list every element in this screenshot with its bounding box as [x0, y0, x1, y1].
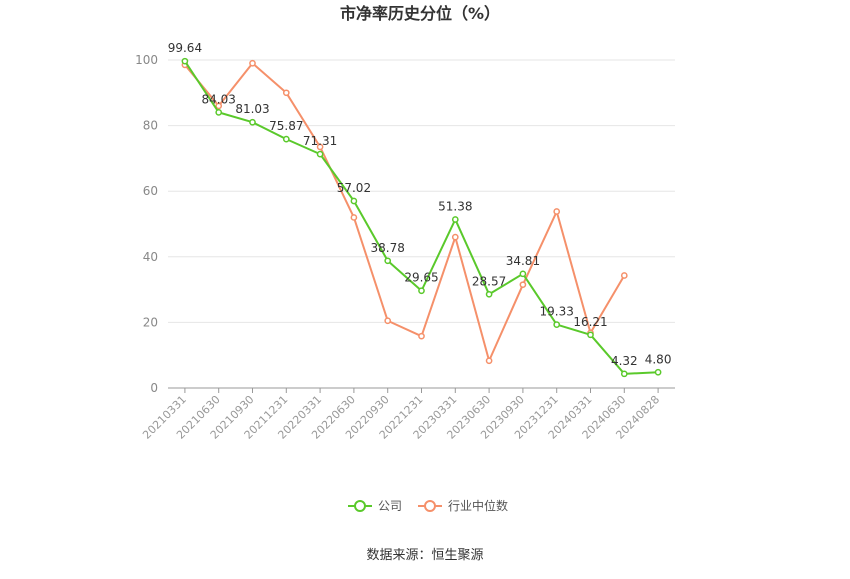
- y-tick-label: 100: [135, 53, 158, 67]
- data-point: [384, 317, 392, 325]
- legend-item-company: 公司: [348, 499, 402, 513]
- data-label: 84.03: [202, 92, 236, 106]
- data-label: 16.21: [573, 315, 607, 329]
- legend-marker: [424, 500, 436, 512]
- data-label: 71.31: [303, 134, 337, 148]
- data-label: 38.78: [371, 241, 405, 255]
- data-point: [282, 135, 290, 143]
- y-tick-label: 60: [143, 184, 158, 198]
- legend: 公司 行业中位数: [348, 498, 508, 513]
- data-point: [485, 357, 493, 365]
- legend-item-industry-median: 行业中位数: [418, 498, 508, 513]
- data-point: [519, 270, 527, 278]
- series-industry-median: [181, 59, 628, 365]
- data-point: [384, 257, 392, 265]
- data-label: 51.38: [438, 199, 472, 213]
- data-point: [553, 208, 561, 215]
- data-point: [519, 281, 527, 289]
- data-point: [215, 109, 223, 116]
- data-point: [553, 321, 561, 328]
- data-label: 4.80: [645, 352, 672, 366]
- series-layer: [181, 57, 662, 378]
- data-point: [181, 57, 189, 65]
- data-point: [620, 370, 628, 378]
- legend-label: 公司: [378, 499, 402, 513]
- data-point: [215, 102, 223, 110]
- data-label: 28.57: [472, 274, 506, 288]
- data-point: [350, 197, 358, 205]
- data-point: [451, 216, 459, 223]
- data-point: [350, 214, 358, 221]
- data-label: 29.65: [404, 271, 438, 285]
- series-company: [181, 57, 662, 378]
- data-point: [587, 331, 594, 339]
- data-label: 34.81: [506, 254, 540, 268]
- data-point: [316, 150, 324, 158]
- data-point: [485, 290, 493, 298]
- data-point: [249, 118, 256, 126]
- data-point: [316, 143, 324, 151]
- data-label: 4.32: [611, 354, 638, 368]
- data-label: 19.33: [540, 305, 574, 319]
- chart-title: 市净率历史分位（%）: [340, 4, 500, 23]
- legend-marker: [354, 500, 366, 512]
- data-point: [249, 59, 256, 67]
- source-note: 数据来源：恒生聚源: [366, 548, 483, 563]
- data-point: [418, 332, 425, 340]
- data-label: 99.64: [168, 41, 202, 55]
- legend-label: 行业中位数: [448, 498, 508, 513]
- data-point: [654, 368, 662, 376]
- data-point: [451, 233, 459, 241]
- data-label: 57.02: [337, 181, 371, 195]
- y-tick-label: 40: [143, 250, 158, 264]
- y-tick-label: 80: [143, 119, 158, 133]
- data-point: [282, 89, 290, 97]
- y-tick-label: 0: [150, 381, 158, 395]
- data-point: [418, 287, 425, 295]
- data-label: 75.87: [269, 119, 303, 133]
- series-line: [184, 62, 626, 362]
- data-point: [620, 272, 628, 279]
- y-tick-label: 20: [143, 315, 158, 329]
- data-label: 81.03: [235, 102, 269, 116]
